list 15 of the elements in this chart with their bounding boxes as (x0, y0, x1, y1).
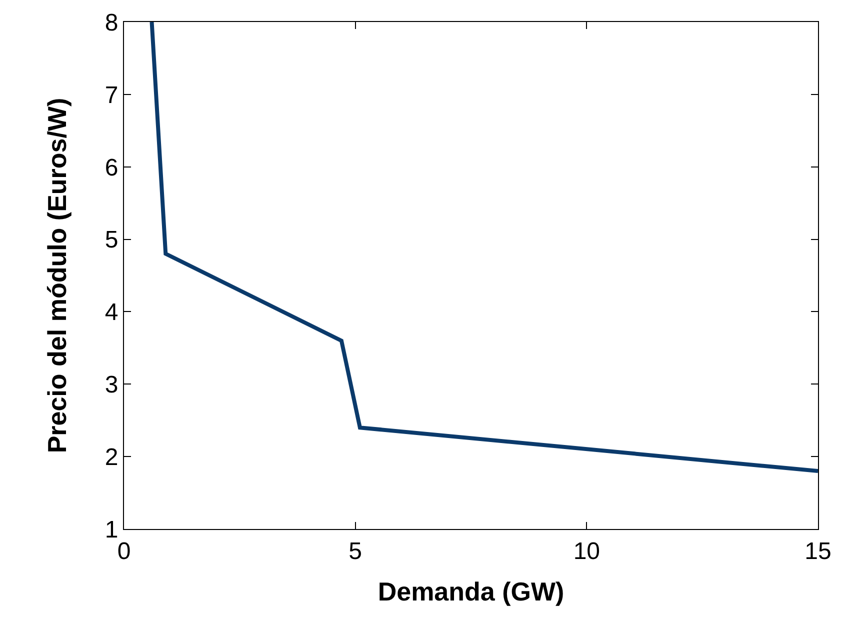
y-tick-label: 2 (104, 444, 118, 471)
x-axis-title: Demanda (GW) (378, 576, 564, 606)
x-tick-label: 0 (117, 538, 131, 565)
y-tick-label: 6 (104, 154, 118, 182)
y-tick-label: 7 (104, 82, 118, 109)
x-tick-label: 15 (804, 538, 832, 565)
x-tick-label: 10 (573, 538, 600, 565)
y-tick-label: 5 (104, 226, 118, 254)
y-tick-label: 4 (104, 299, 118, 326)
x-tick-label: 5 (348, 538, 362, 565)
y-tick-label: 8 (104, 9, 118, 36)
line-series (150, 22, 818, 474)
y-tick-label: 1 (104, 516, 118, 544)
y-tick-label: 3 (104, 372, 118, 399)
y-axis-title: Precio del módulo (Euros/W) (42, 98, 72, 454)
